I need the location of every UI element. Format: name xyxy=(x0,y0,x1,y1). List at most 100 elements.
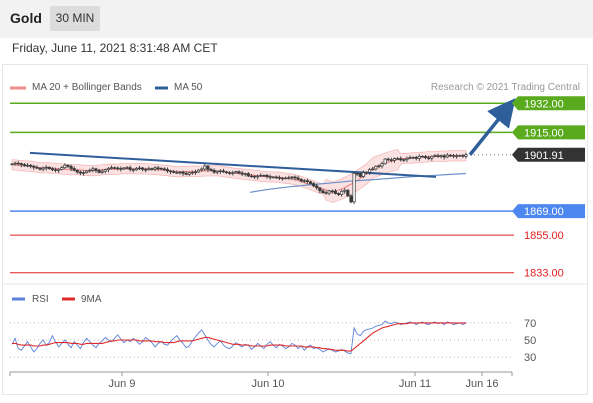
candle-body xyxy=(290,176,294,179)
candle-body xyxy=(35,166,39,169)
ma50-legend-label: MA 50 xyxy=(174,82,203,93)
candle-79 xyxy=(256,174,260,180)
candle-25 xyxy=(88,168,92,173)
candle-136 xyxy=(433,154,437,158)
candle-122 xyxy=(389,157,393,163)
candle-127 xyxy=(405,156,409,163)
candle-85 xyxy=(274,175,278,180)
candle-106 xyxy=(340,189,344,197)
candle-body xyxy=(225,171,229,174)
candle-88 xyxy=(284,176,288,180)
chart-panel xyxy=(2,64,588,395)
candle-84 xyxy=(271,176,275,179)
ma9-legend-label: 9MA xyxy=(81,294,102,305)
candle-body xyxy=(249,175,253,178)
candle-body xyxy=(122,167,126,170)
candle-116 xyxy=(371,166,375,171)
candle-141 xyxy=(448,154,453,158)
candle-body xyxy=(427,157,431,159)
candle-body xyxy=(32,165,36,168)
x-tick-label-0: Jun 9 xyxy=(109,378,136,390)
candle-body xyxy=(352,173,356,203)
candle-body xyxy=(452,155,456,157)
candle-body xyxy=(277,177,281,179)
timeframe-button[interactable]: 30 MIN xyxy=(50,6,100,31)
candle-body xyxy=(284,177,288,180)
candle-body xyxy=(128,167,132,170)
bollinger-band xyxy=(11,149,467,203)
candle-4 xyxy=(22,163,26,167)
candle-138 xyxy=(439,154,443,159)
candle-body xyxy=(377,165,381,168)
candle-115 xyxy=(368,168,372,175)
candle-22 xyxy=(78,170,82,176)
candle-body xyxy=(116,167,120,170)
candle-109 xyxy=(349,194,353,204)
candle-93 xyxy=(299,178,303,183)
rsi-tick-label-2: 30 xyxy=(524,352,536,364)
rsi-tick-label-0: 70 xyxy=(524,318,536,330)
candle-37 xyxy=(125,166,129,170)
candle-80 xyxy=(259,173,263,178)
candle-133 xyxy=(424,154,428,160)
candle-68 xyxy=(221,168,226,173)
candle-body xyxy=(150,168,154,170)
candle-body xyxy=(439,155,443,157)
candle-body xyxy=(175,172,179,174)
candle-8 xyxy=(35,165,39,170)
candle-body xyxy=(433,155,437,157)
rsi-layer: 70 50 30 xyxy=(10,318,536,364)
candle-73 xyxy=(237,170,241,175)
candle-49 xyxy=(162,167,166,172)
candle-91 xyxy=(293,175,297,181)
candle-body xyxy=(240,172,244,175)
level-label-3: 1869.00 xyxy=(524,206,564,218)
candle-124 xyxy=(396,157,400,160)
candle-94 xyxy=(302,179,306,184)
candle-33 xyxy=(113,166,117,170)
candle-61 xyxy=(200,167,204,172)
candle-111 xyxy=(355,172,359,177)
candle-123 xyxy=(392,157,397,163)
rsi-series-rsi xyxy=(11,320,467,355)
price-layer: 1932.00 1915.00 1901.91 1869.00 1855.00 1833.… xyxy=(10,96,585,280)
candle-body xyxy=(156,167,160,169)
candle-63 xyxy=(206,165,210,172)
candle-72 xyxy=(234,170,238,174)
candle-12 xyxy=(47,166,51,170)
candle-body xyxy=(162,168,166,170)
candle-20 xyxy=(72,166,76,172)
candle-body xyxy=(190,171,194,174)
candle-75 xyxy=(243,172,247,177)
candle-7 xyxy=(32,164,36,170)
candle-body xyxy=(200,168,204,171)
candle-114 xyxy=(364,171,369,175)
candle-13 xyxy=(50,167,54,172)
candle-body xyxy=(302,180,306,182)
candle-body xyxy=(256,175,260,178)
candle-body xyxy=(178,171,182,174)
candle-body xyxy=(392,158,397,161)
candle-body xyxy=(72,168,76,171)
candle-body xyxy=(165,169,170,172)
candle-body xyxy=(461,155,465,157)
candle-117 xyxy=(374,165,378,171)
candle-103 xyxy=(330,189,334,194)
candle-99 xyxy=(318,186,322,194)
rsi-legend-label: RSI xyxy=(32,294,49,305)
candle-0 xyxy=(10,163,14,166)
candle-10 xyxy=(41,166,45,172)
candle-body xyxy=(234,171,238,174)
candle-142 xyxy=(452,153,456,159)
candle-body xyxy=(25,164,30,167)
candle-body xyxy=(193,171,198,174)
candle-42 xyxy=(141,166,145,172)
candle-body xyxy=(280,177,285,180)
candle-53 xyxy=(175,170,179,174)
candle-body xyxy=(424,156,428,159)
candle-48 xyxy=(159,167,163,170)
candle-body xyxy=(405,157,409,160)
candle-body xyxy=(134,168,138,171)
candle-body xyxy=(172,171,176,173)
candle-41 xyxy=(137,165,142,171)
